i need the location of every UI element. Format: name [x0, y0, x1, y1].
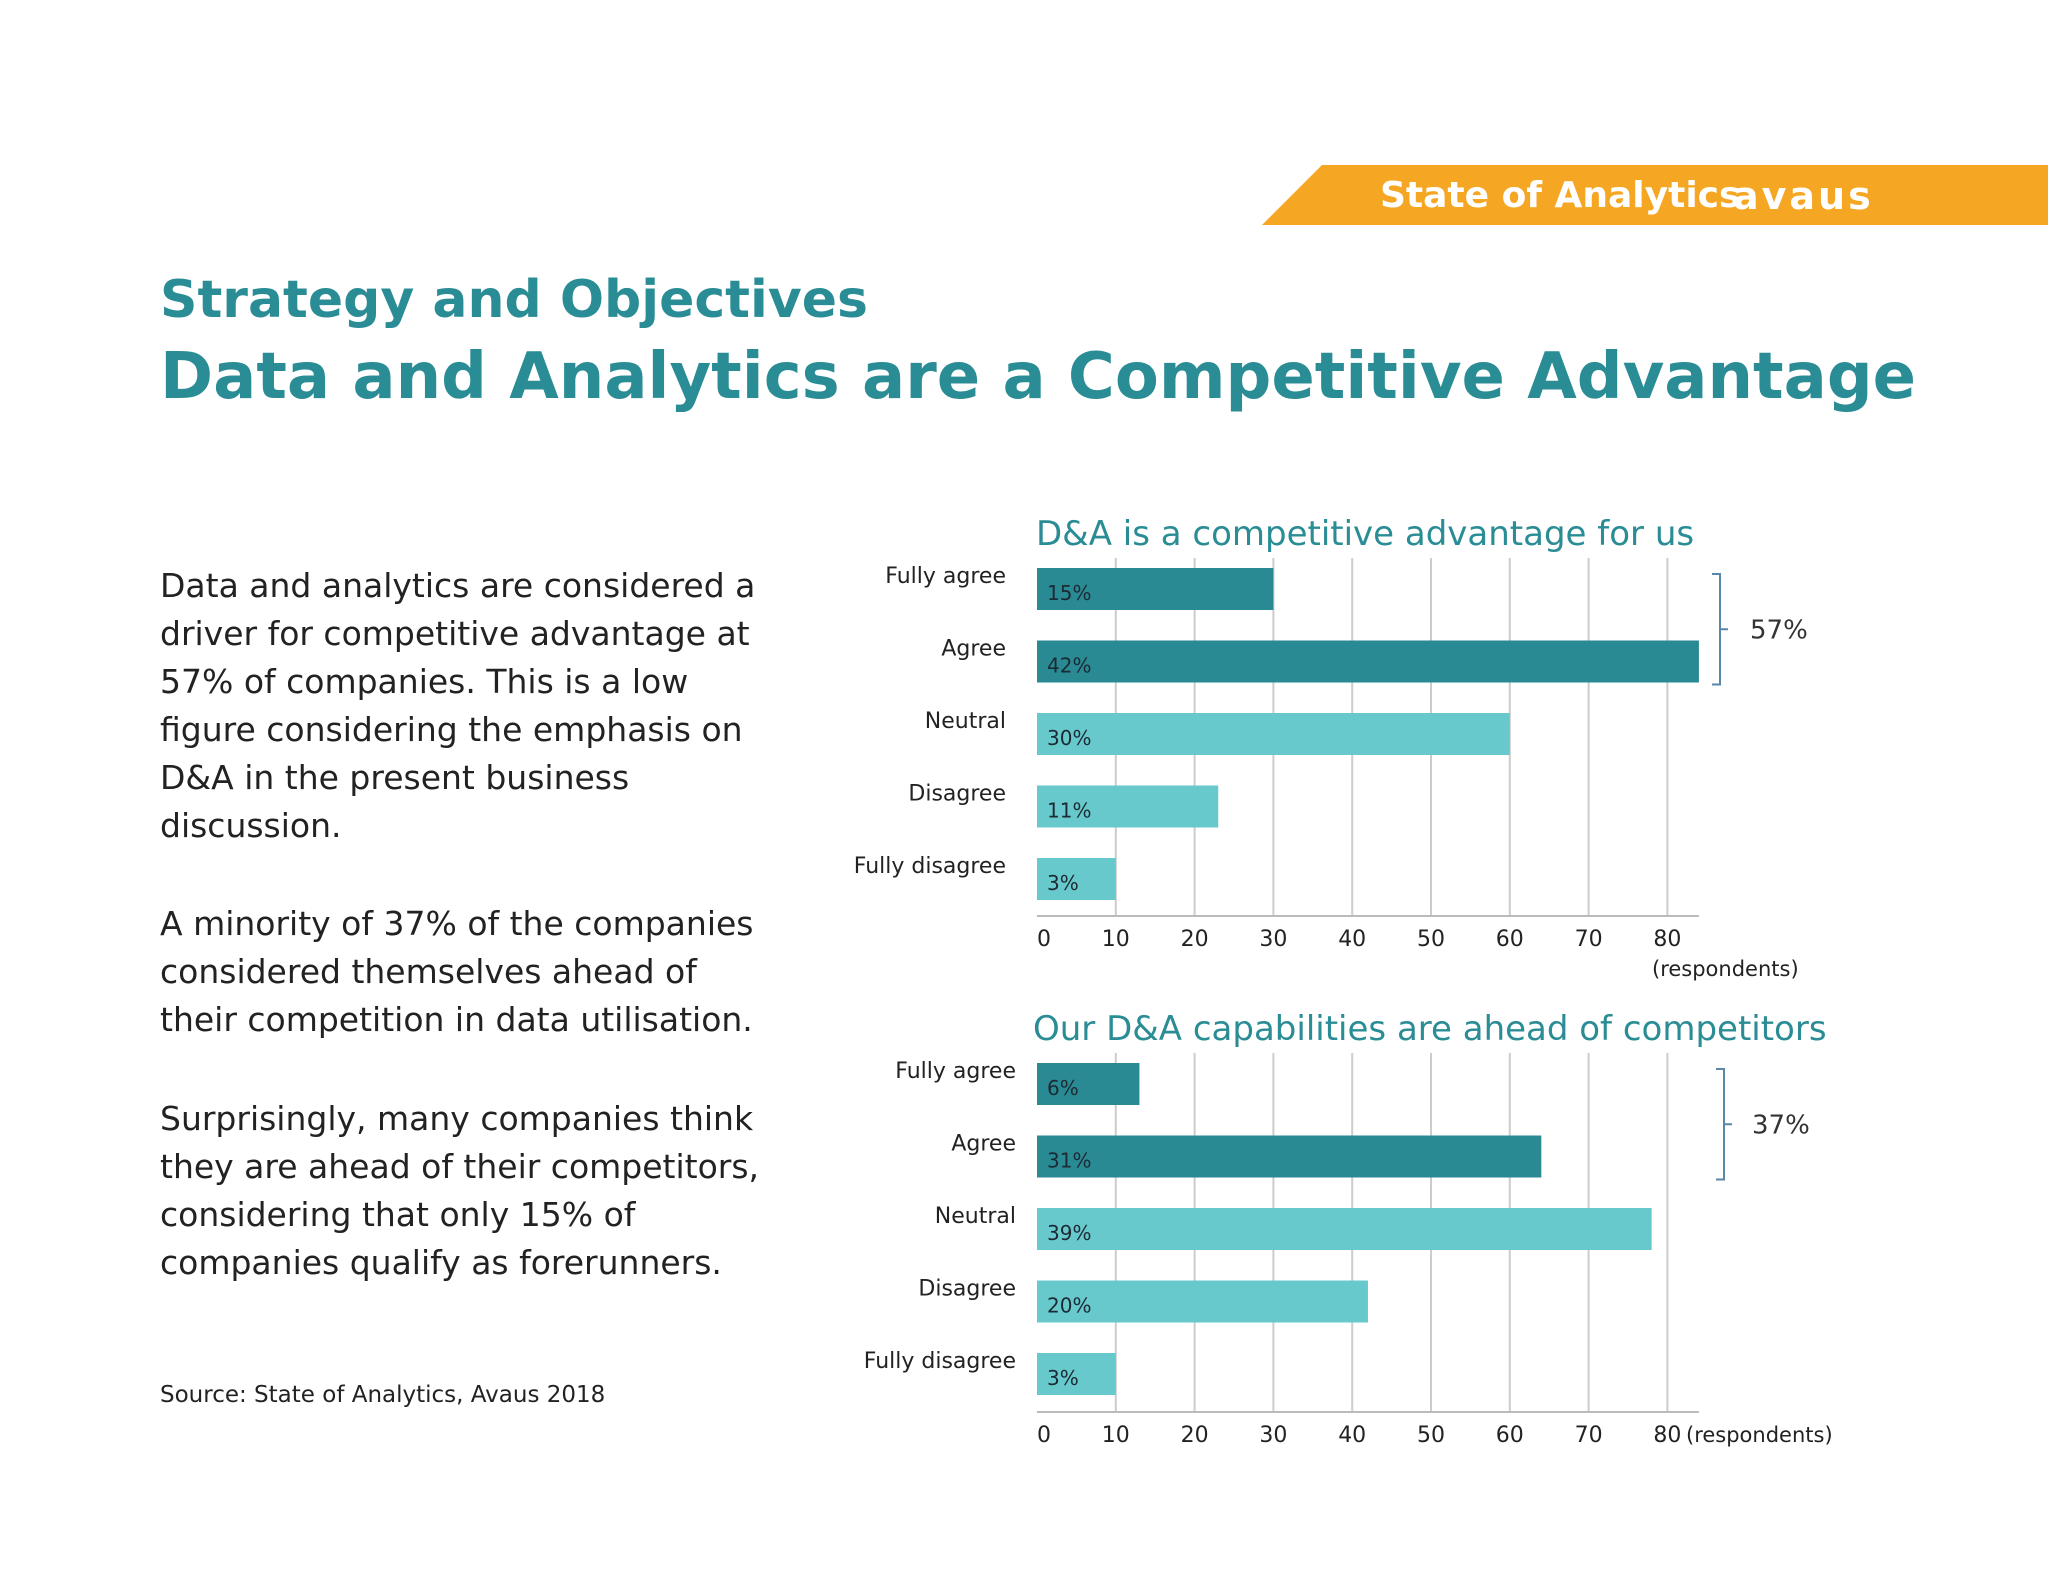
bar-fully-agree [1037, 1063, 1140, 1105]
body-paragraph-2: A minority of 37% of the companies consi… [160, 904, 754, 1039]
bar-disagree [1037, 785, 1219, 828]
x-axis-unit-label: (respondents) [1652, 957, 1799, 981]
page-title: Data and Analytics are a Competitive Adv… [160, 340, 1917, 414]
x-tick-label: 50 [1417, 927, 1445, 952]
body-paragraph-1: Data and analytics are considered a driv… [160, 566, 756, 845]
x-tick-label: 20 [1181, 927, 1209, 952]
bar-value-label: 3% [1047, 1366, 1079, 1390]
category-label: Agree [941, 637, 1006, 662]
page-subtitle: Strategy and Objectives [160, 270, 868, 330]
x-tick-label: 20 [1181, 1423, 1209, 1448]
chart-title: D&A is a competitive advantage for us [1036, 514, 1694, 554]
x-tick-label: 60 [1496, 1423, 1524, 1448]
bar-fully-agree [1037, 568, 1274, 610]
x-tick-label: 80 [1653, 927, 1681, 952]
category-label: Fully disagree [854, 854, 1006, 879]
avaus-logo: avaus [1733, 174, 1874, 218]
x-tick-label: 10 [1102, 927, 1130, 952]
x-tick-label: 30 [1259, 1423, 1287, 1448]
bar-neutral [1037, 713, 1510, 755]
x-tick-label: 50 [1417, 1423, 1445, 1448]
bracket-shape [1716, 1068, 1732, 1181]
bar-value-label: 3% [1047, 871, 1079, 895]
x-tick-label: 0 [1037, 1423, 1051, 1448]
x-tick-label: 0 [1037, 927, 1051, 952]
category-label: Neutral [925, 709, 1006, 734]
x-tick-label: 40 [1338, 1423, 1366, 1448]
header-banner [1262, 165, 2048, 225]
category-label: Fully agree [885, 564, 1006, 589]
bar-value-label: 42% [1047, 654, 1091, 678]
category-label: Agree [951, 1132, 1016, 1157]
bar-disagree [1037, 1280, 1368, 1323]
chart-title: Our D&A capabilities are ahead of compet… [1033, 1009, 1827, 1049]
bar-agree [1037, 1135, 1542, 1178]
category-label: Neutral [935, 1204, 1016, 1229]
category-label: Fully disagree [864, 1349, 1016, 1374]
bracket-shape [1712, 573, 1728, 686]
bar-value-label: 39% [1047, 1221, 1091, 1245]
x-tick-label: 40 [1338, 927, 1366, 952]
bar-fully-disagree [1037, 1353, 1116, 1395]
x-tick-label: 30 [1259, 927, 1287, 952]
x-tick-label: 60 [1496, 927, 1524, 952]
x-axis-unit-label: (respondents) [1686, 1423, 1833, 1447]
banner-shape [1262, 165, 2048, 225]
category-label: Disagree [918, 1277, 1016, 1302]
x-tick-label: 80 [1653, 1423, 1681, 1448]
category-label: Disagree [908, 782, 1006, 807]
bar-value-label: 6% [1047, 1076, 1079, 1100]
bar-value-label: 30% [1047, 726, 1091, 750]
bracket-total-label: 37% [1752, 1110, 1810, 1140]
x-tick-label: 70 [1575, 927, 1603, 952]
bar-neutral [1037, 1208, 1652, 1250]
bar-value-label: 31% [1047, 1149, 1091, 1173]
body-paragraph-3: Surprisingly, many companies think they … [160, 1099, 760, 1282]
source-note: Source: State of Analytics, Avaus 2018 [160, 1382, 606, 1408]
x-tick-label: 10 [1102, 1423, 1130, 1448]
bar-value-label: 11% [1047, 799, 1091, 823]
bar-value-label: 15% [1047, 581, 1091, 605]
category-label: Fully agree [895, 1059, 1016, 1084]
bar-value-label: 20% [1047, 1294, 1091, 1318]
banner-title: State of Analytics [1380, 175, 1741, 216]
bar-fully-disagree [1037, 858, 1116, 900]
x-tick-label: 70 [1575, 1423, 1603, 1448]
bracket-total-label: 57% [1750, 615, 1808, 645]
bar-agree [1037, 640, 1699, 683]
